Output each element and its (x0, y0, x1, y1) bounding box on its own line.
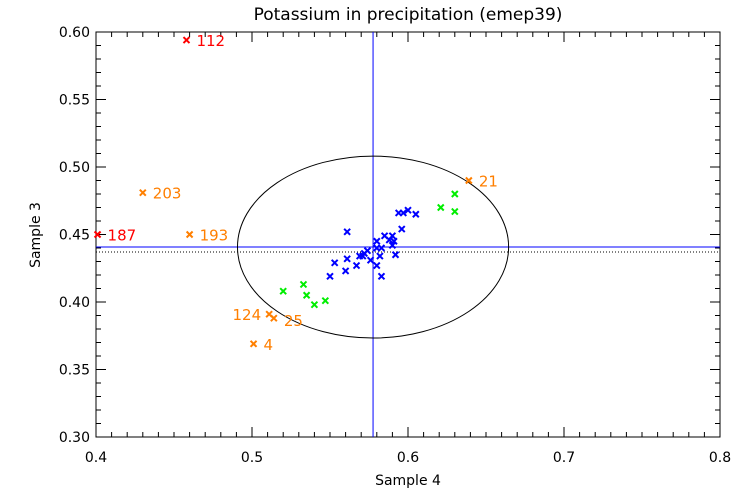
confidence-ellipse (236, 155, 510, 339)
x-tick-label: 0.4 (85, 450, 107, 466)
data-point-within (399, 209, 408, 217)
data-point-within (330, 259, 339, 267)
y-tick-label: 0.60 (59, 25, 90, 41)
data-point-within (390, 237, 398, 245)
point-label: 187 (108, 227, 137, 245)
point-label: 25 (284, 312, 303, 330)
data-point-within (343, 255, 351, 263)
y-tick-label: 0.30 (59, 430, 90, 446)
y-tick-label: 0.35 (59, 363, 90, 379)
data-point-outlier (185, 230, 194, 239)
y-tick-label: 0.50 (59, 160, 90, 176)
data-point-within (398, 225, 406, 233)
data-point-near (451, 207, 459, 216)
data-point-extreme (182, 36, 191, 44)
data-point-within (326, 272, 334, 281)
data-point-outlier (139, 188, 147, 197)
data-point-within (377, 272, 386, 281)
point-label: 112 (196, 32, 225, 50)
data-point-within (366, 256, 375, 264)
data-point-extreme (93, 230, 102, 239)
x-tick-label: 0.6 (397, 450, 419, 466)
point-label: 124 (233, 306, 262, 324)
data-point-within (391, 251, 400, 259)
data-point-near (451, 190, 459, 198)
point-label: 21 (479, 173, 498, 191)
data-point-outlier (465, 176, 473, 185)
data-point-outlier (270, 314, 278, 322)
data-point-within (385, 236, 393, 244)
data-point-within (388, 241, 397, 250)
x-tick-label: 0.8 (709, 450, 731, 466)
x-tick-label: 0.5 (241, 450, 263, 466)
y-tick-label: 0.40 (59, 295, 90, 311)
y-tick-label: 0.55 (59, 93, 90, 109)
y-axis-label: Sample 3 (28, 202, 44, 268)
data-point-within (343, 228, 351, 236)
x-tick-label: 0.7 (553, 450, 575, 466)
y-tick-label: 0.45 (59, 228, 90, 244)
data-point-within (404, 206, 412, 214)
data-point-within (373, 261, 381, 270)
data-point-near (299, 280, 308, 289)
data-point-near (437, 203, 445, 212)
data-point-within (341, 267, 350, 275)
data-point-within (359, 252, 367, 260)
data-point-near (279, 287, 287, 295)
chart-title: Potassium in precipitation (emep39) (254, 5, 563, 25)
data-point-outlier (249, 340, 258, 348)
data-point-near (321, 296, 330, 305)
point-label: 203 (153, 185, 182, 203)
data-point-within (376, 252, 384, 260)
data-point-within (377, 244, 386, 252)
data-point-near (302, 291, 311, 299)
x-axis-label: Sample 4 (375, 473, 441, 489)
point-label: 4 (264, 336, 274, 354)
data-point-within (373, 237, 381, 245)
data-point-near (310, 300, 319, 309)
data-point-within (352, 261, 361, 270)
data-point-within (412, 210, 420, 218)
point-label: 193 (200, 227, 229, 245)
